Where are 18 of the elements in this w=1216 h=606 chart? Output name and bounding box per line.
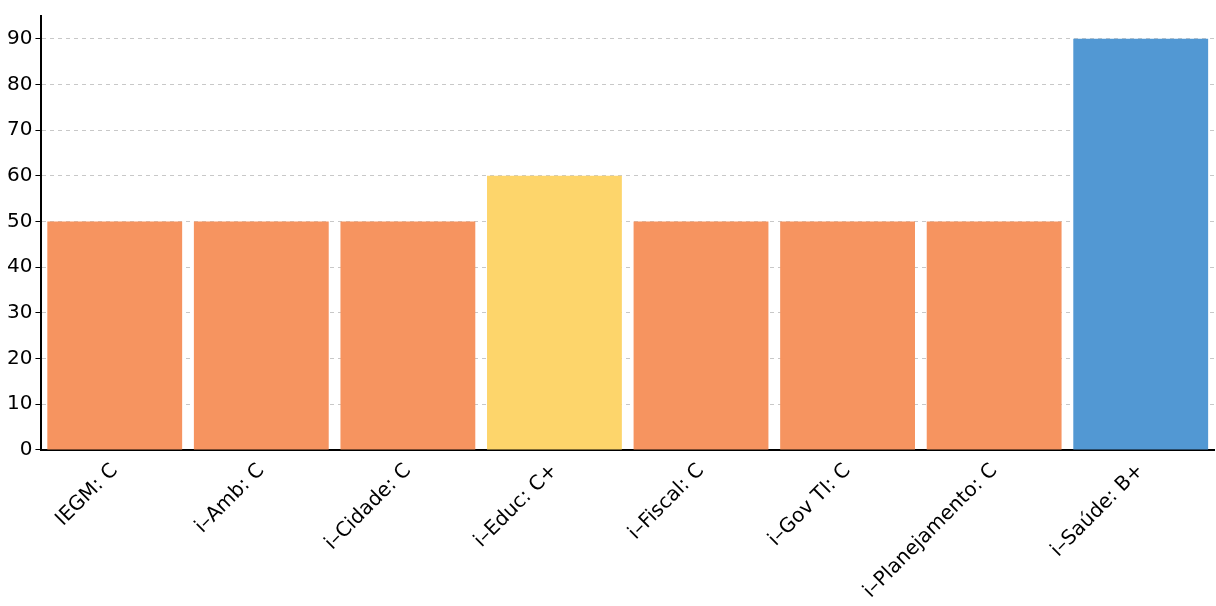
- y-tick-label: 90: [7, 25, 33, 50]
- y-tick-label: 40: [7, 253, 33, 278]
- bar: [340, 221, 476, 450]
- y-tick-label: 80: [7, 70, 33, 95]
- y-tick-label: 0: [19, 436, 33, 461]
- y-tick-label: 60: [7, 162, 33, 187]
- y-tick-label: 30: [7, 299, 33, 324]
- bar: [193, 221, 329, 450]
- bar: [780, 221, 915, 450]
- y-tick-label: 20: [7, 344, 33, 369]
- y-tick-label: 70: [7, 116, 33, 141]
- bar: [487, 175, 622, 450]
- bar: [1073, 38, 1209, 450]
- bar: [633, 221, 769, 450]
- bar: [926, 221, 1062, 450]
- y-tick-label: 50: [7, 207, 33, 232]
- y-tick-label: 10: [7, 390, 33, 415]
- bar: [47, 221, 183, 450]
